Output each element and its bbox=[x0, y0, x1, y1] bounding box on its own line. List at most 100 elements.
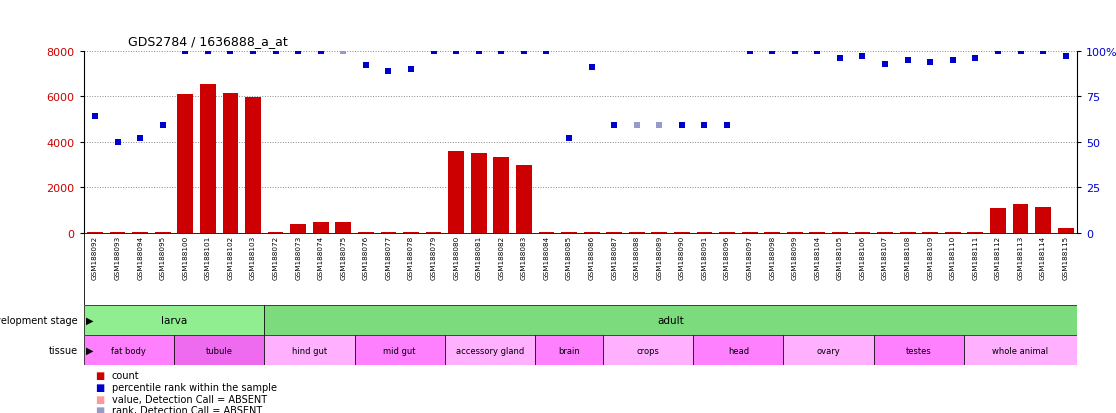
Text: GSM188114: GSM188114 bbox=[1040, 235, 1046, 279]
Text: ■: ■ bbox=[95, 394, 104, 404]
Text: GSM188097: GSM188097 bbox=[747, 235, 752, 279]
Bar bbox=[84, 335, 174, 365]
Text: GSM188103: GSM188103 bbox=[250, 235, 256, 279]
Text: GSM188085: GSM188085 bbox=[566, 235, 573, 279]
Text: GSM188108: GSM188108 bbox=[905, 235, 911, 279]
Text: GSM188072: GSM188072 bbox=[272, 235, 279, 279]
Text: tubule: tubule bbox=[205, 346, 232, 355]
Bar bbox=[132, 232, 148, 233]
Bar bbox=[855, 232, 870, 233]
Text: GSM188112: GSM188112 bbox=[995, 235, 1001, 279]
Text: GSM188087: GSM188087 bbox=[612, 235, 617, 279]
Text: ovary: ovary bbox=[817, 346, 840, 355]
Text: GSM188083: GSM188083 bbox=[521, 235, 527, 279]
Bar bbox=[174, 335, 264, 365]
Bar bbox=[516, 165, 532, 233]
Bar bbox=[445, 335, 536, 365]
Bar bbox=[603, 335, 693, 365]
Bar bbox=[493, 157, 509, 233]
Bar bbox=[109, 232, 125, 233]
Text: GSM188084: GSM188084 bbox=[543, 235, 549, 279]
Bar bbox=[1012, 205, 1029, 233]
Bar bbox=[696, 232, 712, 233]
Bar bbox=[381, 232, 396, 233]
Bar bbox=[764, 232, 780, 233]
Bar bbox=[264, 335, 355, 365]
Bar bbox=[312, 223, 328, 233]
Text: GSM188088: GSM188088 bbox=[634, 235, 639, 279]
Bar bbox=[945, 232, 961, 233]
Text: ■: ■ bbox=[95, 382, 104, 392]
Text: GSM188091: GSM188091 bbox=[702, 235, 708, 279]
Text: GSM188104: GSM188104 bbox=[815, 235, 820, 279]
Bar bbox=[264, 306, 1077, 335]
Text: GSM188105: GSM188105 bbox=[837, 235, 843, 279]
Text: GDS2784 / 1636888_a_at: GDS2784 / 1636888_a_at bbox=[128, 35, 288, 47]
Text: GSM188081: GSM188081 bbox=[475, 235, 482, 279]
Bar bbox=[290, 225, 306, 233]
Bar bbox=[742, 232, 758, 233]
Bar bbox=[449, 152, 464, 233]
Text: head: head bbox=[728, 346, 749, 355]
Text: accessory gland: accessory gland bbox=[456, 346, 525, 355]
Text: GSM188102: GSM188102 bbox=[228, 235, 233, 279]
Text: GSM188089: GSM188089 bbox=[656, 235, 662, 279]
Bar bbox=[200, 85, 215, 233]
Text: GSM188073: GSM188073 bbox=[295, 235, 301, 279]
Bar bbox=[1036, 207, 1051, 233]
Bar bbox=[606, 232, 622, 233]
Text: value, Detection Call = ABSENT: value, Detection Call = ABSENT bbox=[112, 394, 267, 404]
Text: GSM188098: GSM188098 bbox=[769, 235, 776, 279]
Text: GSM188100: GSM188100 bbox=[182, 235, 189, 279]
Bar bbox=[246, 98, 261, 233]
Bar bbox=[539, 232, 555, 233]
Bar bbox=[652, 232, 667, 233]
Bar bbox=[899, 232, 915, 233]
Text: percentile rank within the sample: percentile rank within the sample bbox=[112, 382, 277, 392]
Bar bbox=[584, 232, 599, 233]
Text: GSM188109: GSM188109 bbox=[927, 235, 933, 279]
Text: GSM188093: GSM188093 bbox=[115, 235, 121, 279]
Text: tissue: tissue bbox=[49, 345, 78, 355]
Bar bbox=[358, 232, 374, 233]
Bar bbox=[922, 232, 939, 233]
Text: GSM188106: GSM188106 bbox=[859, 235, 866, 279]
Text: GSM188082: GSM188082 bbox=[499, 235, 504, 279]
Bar bbox=[833, 232, 848, 233]
Text: GSM188077: GSM188077 bbox=[385, 235, 392, 279]
Text: GSM188074: GSM188074 bbox=[318, 235, 324, 279]
Text: whole animal: whole animal bbox=[992, 346, 1049, 355]
Bar bbox=[425, 232, 442, 233]
Text: GSM188090: GSM188090 bbox=[679, 235, 685, 279]
Bar bbox=[783, 335, 874, 365]
Text: GSM188092: GSM188092 bbox=[92, 235, 98, 279]
Bar bbox=[968, 232, 983, 233]
Text: GSM188115: GSM188115 bbox=[1062, 235, 1069, 279]
Bar bbox=[628, 232, 645, 233]
Bar bbox=[787, 232, 802, 233]
Bar bbox=[1058, 229, 1074, 233]
Text: ■: ■ bbox=[95, 370, 104, 380]
Text: GSM188113: GSM188113 bbox=[1018, 235, 1023, 279]
Bar bbox=[177, 95, 193, 233]
Bar bbox=[336, 223, 352, 233]
Text: ▶: ▶ bbox=[86, 316, 94, 325]
Bar bbox=[561, 232, 577, 233]
Text: GSM188096: GSM188096 bbox=[724, 235, 730, 279]
Text: GSM188110: GSM188110 bbox=[950, 235, 955, 279]
Text: mid gut: mid gut bbox=[384, 346, 416, 355]
Text: larva: larva bbox=[161, 316, 187, 325]
Bar bbox=[222, 94, 239, 233]
Text: hind gut: hind gut bbox=[292, 346, 327, 355]
Text: GSM188101: GSM188101 bbox=[205, 235, 211, 279]
Text: fat body: fat body bbox=[112, 346, 146, 355]
Bar bbox=[155, 232, 171, 233]
Text: rank, Detection Call = ABSENT: rank, Detection Call = ABSENT bbox=[112, 405, 262, 413]
Text: testes: testes bbox=[906, 346, 932, 355]
Text: development stage: development stage bbox=[0, 316, 78, 325]
Text: GSM188095: GSM188095 bbox=[160, 235, 165, 279]
Bar bbox=[471, 154, 487, 233]
Bar bbox=[693, 335, 783, 365]
Bar bbox=[809, 232, 825, 233]
Bar bbox=[874, 335, 964, 365]
